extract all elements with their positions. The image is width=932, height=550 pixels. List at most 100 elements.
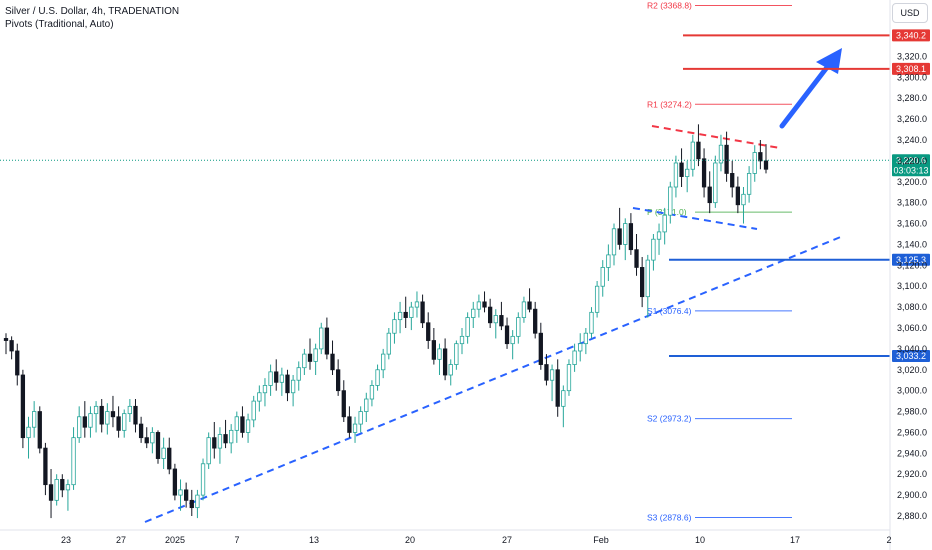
candle-body <box>200 463 206 496</box>
candle-body <box>758 152 763 162</box>
candle-body <box>369 385 375 400</box>
price-axis[interactable]: 2,880.0 2,900.0 2,920.0 2,940.0 2,960.0 2,980… <box>889 0 927 550</box>
candle-body <box>150 432 155 444</box>
candle-body <box>138 423 144 439</box>
candle-body <box>499 315 504 327</box>
level-tag-4 <box>892 349 930 362</box>
candle-body <box>279 374 284 383</box>
candle-body <box>763 160 769 170</box>
candle-body <box>262 385 268 394</box>
level-tag-label-3: 3,125.3 <box>896 255 926 265</box>
candle-body <box>161 447 166 459</box>
candle-body <box>544 364 549 381</box>
current-price-tag <box>892 154 930 177</box>
candle-body <box>133 405 138 425</box>
candle-body <box>397 311 403 321</box>
level-tag-label-2: 3,308.1 <box>896 64 926 74</box>
arrow-head[interactable] <box>816 48 842 74</box>
candle-body <box>167 447 172 470</box>
candle-body <box>77 416 82 439</box>
candle-body <box>364 398 369 412</box>
time-tick-label: Feb <box>593 535 609 545</box>
candle-body <box>245 419 251 433</box>
candle-body <box>20 374 26 439</box>
candle-body <box>640 267 645 298</box>
candle-body <box>566 364 572 392</box>
resistance-trendline[interactable] <box>651 125 781 149</box>
candle-body <box>99 405 104 425</box>
price-tick-label: 3,220.0 <box>897 156 927 166</box>
level-layer[interactable]: 3,340.2 3,308.1 3,125.3 3,033.2 3,220.603:03… <box>0 29 930 362</box>
candle-body <box>336 369 341 392</box>
time-tick-label: 2025 <box>165 535 185 545</box>
candle-body <box>116 416 121 431</box>
candle-body <box>578 343 583 352</box>
candle-body <box>37 411 42 449</box>
support-trendline[interactable] <box>632 207 758 230</box>
candle-body <box>48 484 54 501</box>
candle-body <box>493 315 498 324</box>
candle-body <box>420 301 425 324</box>
candle-body <box>212 437 217 449</box>
candle-body <box>426 322 431 341</box>
candle-body <box>645 259 650 298</box>
candle-body <box>504 325 510 345</box>
time-tick-label: 17 <box>790 535 800 545</box>
candle-body <box>718 144 724 164</box>
candle-body <box>375 369 380 386</box>
candle-body <box>178 489 183 496</box>
price-tick-label: 2,960.0 <box>897 427 927 437</box>
pivot-label-s1: S1 (3076.4) <box>647 306 692 316</box>
price-tick-label: 3,140.0 <box>897 239 927 249</box>
pivot-label-r2: R2 (3368.8) <box>647 0 692 10</box>
candle-body <box>482 301 487 308</box>
price-tick-label: 2,940.0 <box>897 448 927 458</box>
candle-body <box>319 327 324 350</box>
candle-body <box>549 369 555 381</box>
candle-body <box>110 411 116 418</box>
currency-button[interactable]: USD <box>892 3 928 23</box>
candle-body <box>229 429 234 444</box>
price-tick-label: 3,240.0 <box>897 135 927 145</box>
candle-body <box>296 367 301 381</box>
candle-body <box>611 228 617 256</box>
candle-body <box>347 416 352 433</box>
candle-body <box>392 319 397 334</box>
candle-body <box>600 267 605 287</box>
pivot-label-p: P (3171.0) <box>647 207 687 217</box>
candle-body <box>330 353 335 371</box>
level-tag-1 <box>892 29 930 42</box>
pivot-layer: R2 (3368.8) R1 (3274.2) P (3171.0) S1 (3076… <box>647 0 792 522</box>
candle-body <box>352 423 358 433</box>
candle-body <box>290 379 296 394</box>
candle-body <box>628 223 634 251</box>
price-tick-label: 3,200.0 <box>897 177 927 187</box>
price-tick-label: 2,920.0 <box>897 469 927 479</box>
arrow-shaft[interactable] <box>779 63 831 129</box>
price-tick-label: 3,260.0 <box>897 114 927 124</box>
time-axis[interactable]: 23 27 2025 7 13 20 27 Feb 10 17 2 <box>0 529 892 545</box>
candle-body <box>623 223 628 245</box>
candle-body <box>442 348 448 376</box>
ascending-trendline[interactable] <box>144 235 844 523</box>
candle-body <box>144 437 149 444</box>
time-tick-label: 10 <box>695 535 705 545</box>
candle-body <box>696 141 701 160</box>
candle-body <box>409 306 414 318</box>
candle-body <box>274 371 279 383</box>
time-tick-label: 27 <box>502 535 512 545</box>
candle-body <box>105 411 110 425</box>
candle-body <box>206 437 211 465</box>
candle-body <box>268 371 273 386</box>
indicator-title: Pivots (Traditional, Auto) <box>5 19 114 30</box>
candle-body <box>313 348 318 362</box>
candle-body <box>257 392 262 402</box>
candle-body <box>741 193 746 206</box>
candle-body <box>251 400 256 421</box>
candle-body <box>673 162 679 188</box>
candle-body <box>476 301 482 310</box>
countdown-label: 03:03:13 <box>893 165 928 175</box>
trendline-layer[interactable] <box>144 48 844 523</box>
price-tick-label: 3,120.0 <box>897 260 927 270</box>
